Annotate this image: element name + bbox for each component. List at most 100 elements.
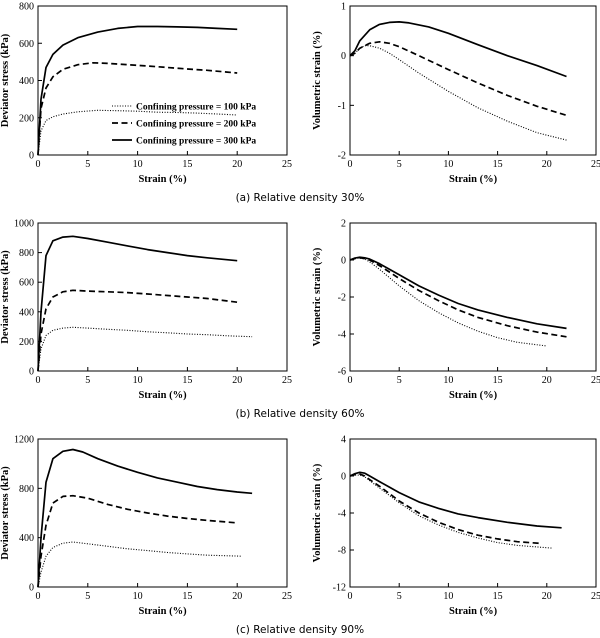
x-tick-label: 10 <box>443 591 453 602</box>
x-tick-label: 15 <box>493 159 503 170</box>
chart-c-left: 0 5 10 15 20 25 0 400 800 1200 Strain (%) Deviator … <box>0 435 292 618</box>
x-tick-label: 20 <box>542 159 552 170</box>
x-tick-label: 15 <box>493 375 503 386</box>
y-tick-label: 200 <box>19 113 34 124</box>
x-axis-label: Strain (%) <box>449 390 498 401</box>
y-axis-label: Volumetric strain (%) <box>312 247 323 346</box>
series-line-200kpa <box>37 494 238 588</box>
y-tick-label: -8 <box>338 546 346 557</box>
y-tick-label: 2 <box>341 219 346 230</box>
series-line-100kpa <box>349 45 567 141</box>
x-tick-label: 15 <box>182 159 192 170</box>
series-line-200kpa <box>37 61 238 156</box>
y-axis-label: Deviator stress (kPa) <box>0 250 11 344</box>
series-line-100kpa <box>37 109 238 156</box>
x-axis-label: Strain (%) <box>449 174 498 185</box>
y-axis-label: Volumetric strain (%) <box>312 463 323 562</box>
x-tick-label: 10 <box>133 375 143 386</box>
y-tick-label: -2 <box>338 293 346 304</box>
y-tick-label: 1200 <box>14 435 34 446</box>
plot-frame <box>37 438 288 588</box>
x-tick-label: 0 <box>348 591 353 602</box>
x-tick-label: 25 <box>591 591 600 602</box>
y-axis-label: Deviator stress (kPa) <box>0 466 11 560</box>
series-line-300kpa <box>37 235 238 372</box>
x-tick-label: 5 <box>85 375 90 386</box>
plot-frame <box>349 5 597 156</box>
y-tick-label: -4 <box>338 330 346 341</box>
series-line-200kpa <box>349 40 567 117</box>
series-line-100kpa <box>37 326 253 372</box>
x-tick-label: 25 <box>282 591 292 602</box>
x-tick-label: 0 <box>348 159 353 170</box>
y-tick-label: 1000 <box>14 219 34 230</box>
y-tick-label: 4 <box>341 435 346 446</box>
y-axis-label: Deviator stress (kPa) <box>0 33 11 127</box>
x-tick-label: 20 <box>232 591 242 602</box>
x-tick-label: 20 <box>542 591 552 602</box>
plot-frame <box>349 222 597 372</box>
plot-frame <box>349 438 597 588</box>
series-line-200kpa <box>37 289 238 372</box>
y-tick-label: 0 <box>29 151 34 162</box>
x-tick-label: 5 <box>85 159 90 170</box>
y-tick-label: 0 <box>29 367 34 378</box>
y-tick-label: 800 <box>19 248 34 259</box>
y-tick-label: -4 <box>338 509 346 520</box>
x-tick-label: 10 <box>133 159 143 170</box>
x-tick-label: 10 <box>443 159 453 170</box>
y-tick-label: -2 <box>338 151 346 162</box>
chart-b-right: 0 5 10 15 20 25 -6 -4 -2 0 2 Strain (%) Volumetric s… <box>312 219 600 402</box>
y-tick-label: 600 <box>19 278 34 289</box>
legend-label: Confining pressure = 300 kPa <box>136 137 256 147</box>
y-tick-label: 800 <box>19 484 34 495</box>
chart-a-right: 0 5 10 15 20 25 -2 -1 0 1 Strain (%) Volumetric str… <box>312 2 600 186</box>
x-tick-label: 15 <box>493 591 503 602</box>
x-tick-label: 10 <box>443 375 453 386</box>
series-line-300kpa <box>37 448 253 588</box>
series-line-100kpa <box>349 257 547 347</box>
legend-label: Confining pressure = 200 kPa <box>136 120 256 130</box>
y-tick-label: 400 <box>19 76 34 87</box>
x-tick-label: 0 <box>36 159 41 170</box>
y-tick-label: 0 <box>341 51 346 62</box>
caption-b: (b) Relative density 60% <box>235 408 365 420</box>
x-tick-label: 0 <box>36 375 41 386</box>
x-axis-label: Strain (%) <box>138 390 187 401</box>
x-tick-label: 25 <box>591 159 600 170</box>
y-tick-label: 0 <box>29 583 34 594</box>
series-line-300kpa <box>349 21 567 78</box>
x-tick-label: 25 <box>591 375 600 386</box>
x-tick-label: 5 <box>397 591 402 602</box>
y-tick-label: 400 <box>19 307 34 318</box>
series-line-300kpa <box>349 256 567 330</box>
y-tick-label: -1 <box>338 101 346 112</box>
x-tick-label: 5 <box>397 375 402 386</box>
y-tick-label: 200 <box>19 337 34 348</box>
legend-label: Confining pressure = 100 kPa <box>136 103 256 113</box>
chart-c-right: 0 5 10 15 20 25 -12 -8 -4 0 4 Strain (%) Volumetric … <box>312 435 600 618</box>
y-tick-label: 0 <box>341 472 346 483</box>
x-tick-label: 20 <box>542 375 552 386</box>
x-tick-label: 10 <box>133 591 143 602</box>
x-tick-label: 0 <box>348 375 353 386</box>
y-tick-label: 1 <box>341 2 346 13</box>
y-tick-label: 800 <box>19 2 34 13</box>
y-tick-label: 0 <box>341 256 346 267</box>
series-line-200kpa <box>349 473 542 545</box>
series-line-300kpa <box>349 471 562 529</box>
series-line-200kpa <box>349 256 567 338</box>
legend: Confining pressure = 100 kPa Confining pr… <box>112 103 256 147</box>
y-tick-label: -12 <box>333 583 346 594</box>
chart-b-left: 0 5 10 15 20 25 0 200 400 600 800 1000 Strain (%) Dev… <box>0 219 292 402</box>
plot-frame <box>37 5 288 156</box>
x-tick-label: 25 <box>282 375 292 386</box>
x-axis-label: Strain (%) <box>138 606 187 617</box>
x-tick-label: 15 <box>182 591 192 602</box>
plot-frame <box>37 222 288 372</box>
y-tick-label: 400 <box>19 533 34 544</box>
x-axis-label: Strain (%) <box>449 606 498 617</box>
x-tick-label: 20 <box>232 159 242 170</box>
caption-a: (a) Relative density 30% <box>235 192 365 204</box>
